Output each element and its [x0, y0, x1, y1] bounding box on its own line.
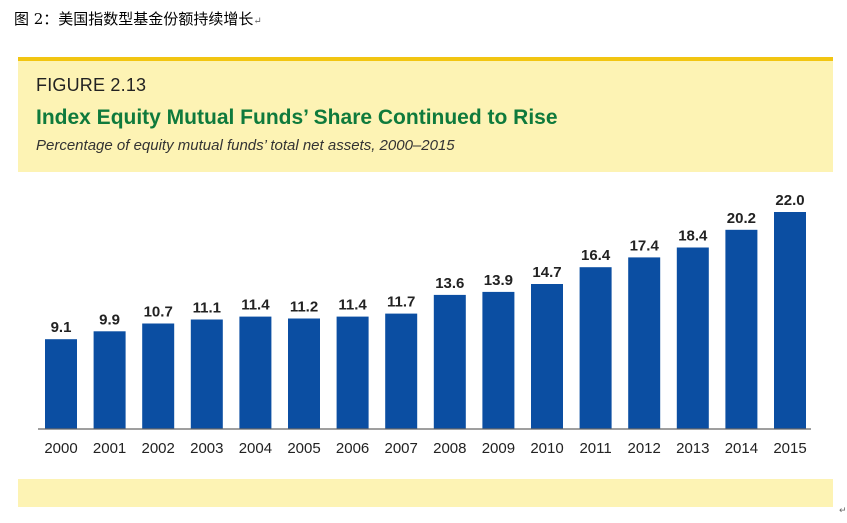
data-label-2007: 11.7: [387, 294, 415, 311]
paragraph-mark-icon: ↵: [253, 16, 262, 27]
data-label-2014: 20.2: [727, 210, 756, 227]
bar-2008: [433, 294, 466, 429]
bar-2010: [531, 284, 563, 429]
bar-2012: [628, 257, 661, 429]
data-label-2013: 18.4: [678, 228, 708, 245]
data-label-2015: 22.0: [775, 192, 804, 209]
data-label-2000: 9.1: [51, 319, 72, 336]
x-tick-label-2013: 2013: [676, 440, 709, 457]
figure-panel: FIGURE 2.13 Index Equity Mutual Funds’ S…: [18, 57, 833, 507]
x-tick-label-2014: 2014: [725, 440, 758, 457]
bar-2006: [336, 316, 369, 429]
document-caption-text: 图 2：美国指数型基金份额持续增长: [14, 10, 254, 28]
data-label-2008: 13.6: [435, 275, 464, 292]
data-label-2006: 11.4: [338, 297, 367, 314]
x-tick-label-2012: 2012: [628, 440, 661, 457]
chart-area: 9.1 2000 9.9 2001 10.7 2002 11.1 2003 11.4 2004 11…: [18, 172, 833, 479]
data-label-2002: 10.7: [144, 304, 173, 321]
bar-2002: [142, 323, 175, 429]
data-label-2011: 16.4: [581, 247, 611, 264]
bar-2007: [385, 313, 418, 429]
chart-title: Index Equity Mutual Funds’ Share Continu…: [36, 106, 558, 129]
data-label-2009: 13.9: [484, 272, 513, 289]
data-label-2005: 11.2: [290, 299, 318, 316]
bar-2009: [482, 291, 515, 429]
x-tick-label-2005: 2005: [287, 440, 320, 457]
x-tick-label-2006: 2006: [336, 440, 369, 457]
bar-2014: [725, 229, 758, 429]
panel-footer-band: [18, 479, 833, 507]
bar-chart: 9.1 2000 9.9 2001 10.7 2002 11.1 2003 11.4 2004 11…: [38, 192, 811, 457]
x-tick-label-2004: 2004: [239, 440, 272, 457]
x-tick-label-2002: 2002: [142, 440, 175, 457]
x-tick-label-2011: 2011: [579, 440, 611, 457]
data-label-2010: 14.7: [532, 264, 561, 281]
x-tick-label-2010: 2010: [530, 440, 563, 457]
x-tick-label-2003: 2003: [190, 440, 223, 457]
figure-label: FIGURE 2.13: [36, 75, 147, 95]
bar-2013: [676, 247, 709, 429]
data-label-2004: 11.4: [241, 297, 270, 314]
chart-subtitle: Percentage of equity mutual funds’ total…: [36, 137, 455, 154]
bar-2001: [93, 331, 126, 429]
data-label-2012: 17.4: [630, 237, 660, 254]
bar-2000: [45, 339, 77, 429]
bar-2003: [190, 319, 223, 429]
x-tick-label-2001: 2001: [93, 440, 126, 457]
x-tick-label-2009: 2009: [482, 440, 515, 457]
bar-2004: [239, 316, 272, 429]
document-caption: 图 2：美国指数型基金份额持续增长↵: [14, 8, 262, 29]
bar-2011: [579, 267, 612, 429]
x-tick-label-2008: 2008: [433, 440, 466, 457]
x-tick-label-2007: 2007: [385, 440, 418, 457]
data-label-2003: 11.1: [193, 300, 221, 317]
x-tick-label-2015: 2015: [773, 440, 806, 457]
bar-2015: [774, 212, 806, 429]
data-label-2001: 9.9: [99, 311, 120, 328]
bar-2005: [288, 318, 320, 429]
page-corner-mark-icon: ↵: [839, 506, 847, 516]
x-tick-label-2000: 2000: [44, 440, 77, 457]
